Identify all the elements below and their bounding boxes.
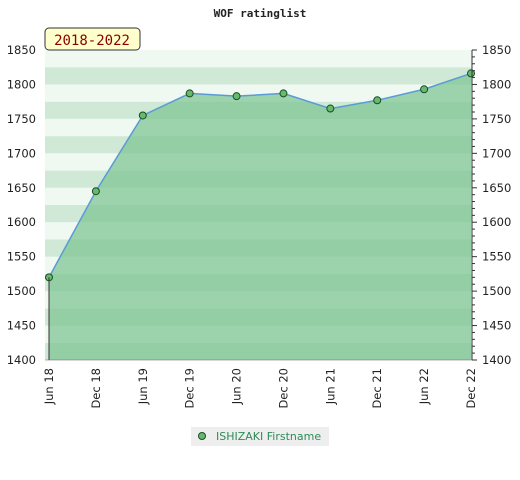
data-point bbox=[326, 104, 335, 113]
y-tick-label-right: 1650 bbox=[482, 181, 511, 195]
period-label: 2018-2022 bbox=[54, 33, 130, 49]
background-band bbox=[45, 50, 472, 68]
data-point bbox=[467, 69, 475, 78]
y-tick-label-left: 1850 bbox=[7, 43, 36, 57]
rating-area-fill bbox=[49, 73, 471, 360]
x-tick-label: Jun 20 bbox=[230, 368, 244, 405]
x-tick-label: Jun 21 bbox=[323, 368, 337, 405]
y-tick-label-right: 1850 bbox=[482, 43, 511, 57]
y-tick-label-left: 1550 bbox=[7, 250, 36, 264]
period-badge-box bbox=[44, 27, 141, 51]
y-tick-label-right: 1800 bbox=[482, 77, 511, 91]
rating-line bbox=[48, 72, 472, 278]
data-point bbox=[420, 85, 429, 94]
y-tick-label-left: 1700 bbox=[7, 146, 36, 160]
data-point bbox=[91, 187, 100, 196]
x-tick-label: Dec 21 bbox=[370, 368, 384, 409]
legend-label: ISHIZAKI Firstname bbox=[216, 430, 321, 443]
axes: 1400 1400 1450 1450 1500 1500 1550 1550 1600 1600… bbox=[7, 43, 512, 409]
y-tick-label-right: 1450 bbox=[482, 319, 511, 333]
x-tick-label: Jun 19 bbox=[136, 368, 150, 405]
chart-title: WOF ratinglist bbox=[214, 7, 307, 20]
data-point bbox=[373, 96, 382, 105]
legend-box bbox=[191, 427, 329, 446]
x-tick-label: Dec 20 bbox=[276, 368, 290, 409]
y-tick-label-right: 1550 bbox=[482, 250, 511, 264]
data-point bbox=[138, 111, 147, 120]
x-tick-label: Jun 22 bbox=[417, 368, 431, 405]
y-tick-label-right: 1400 bbox=[482, 353, 511, 367]
y-tick-label-right: 1600 bbox=[482, 215, 511, 229]
background-band bbox=[45, 67, 472, 85]
y-tick-label-left: 1750 bbox=[7, 112, 36, 126]
y-tick-label-right: 1700 bbox=[482, 146, 511, 160]
x-tick-label: Dec 22 bbox=[464, 368, 478, 409]
y-tick-label-right: 1500 bbox=[482, 284, 511, 298]
y-tick-label-left: 1800 bbox=[7, 77, 36, 91]
y-tick-label-left: 1600 bbox=[7, 215, 36, 229]
y-tick-label-right: 1750 bbox=[482, 112, 511, 126]
y-tick-label-left: 1400 bbox=[7, 353, 36, 367]
data-point bbox=[232, 92, 241, 101]
rating-series bbox=[45, 69, 475, 282]
data-point bbox=[185, 89, 194, 98]
period-badge: 2018-2022 bbox=[44, 27, 141, 51]
legend: ISHIZAKI Firstname bbox=[191, 427, 329, 446]
data-point bbox=[279, 89, 288, 98]
x-tick-label: Dec 19 bbox=[183, 368, 197, 409]
y-tick-label-left: 1450 bbox=[7, 319, 36, 333]
rating-area bbox=[49, 73, 471, 360]
x-tick-label: Jun 18 bbox=[42, 368, 56, 405]
background-band bbox=[45, 84, 472, 102]
y-tick-label-left: 1500 bbox=[7, 284, 36, 298]
y-tick-label-left: 1650 bbox=[7, 181, 36, 195]
x-tick-label: Dec 18 bbox=[89, 368, 103, 409]
legend-marker bbox=[198, 432, 206, 440]
